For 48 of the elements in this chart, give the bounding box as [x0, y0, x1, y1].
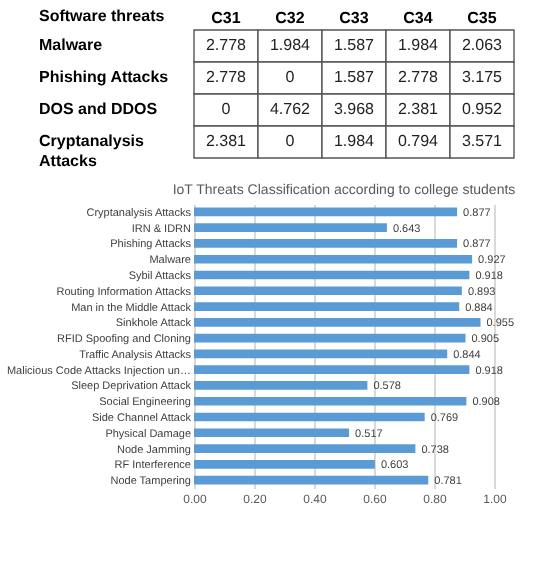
- x-tick-label: C31: [211, 9, 242, 27]
- bar: [194, 270, 470, 280]
- data-label: 0.952: [461, 100, 504, 118]
- data-label: 2.063: [461, 36, 504, 54]
- x-tick-label: C32: [275, 9, 306, 27]
- data-label: 0.794: [397, 132, 440, 150]
- data-label: 0: [221, 100, 232, 118]
- bar: [194, 207, 458, 217]
- x-tick-label: C33: [339, 9, 370, 27]
- x-tick-label: C35: [467, 9, 498, 27]
- y-tick-label: Malware: [39, 36, 104, 54]
- data-label: 2.381: [397, 100, 440, 118]
- data-label: 3.968: [333, 100, 376, 118]
- data-label: 1.984: [269, 36, 312, 54]
- data-label: 2.778: [397, 68, 440, 86]
- bar: [194, 349, 448, 359]
- y-tick-label: Phishing Attacks: [39, 68, 170, 86]
- data-label: 2.778: [205, 68, 248, 86]
- bar: [194, 302, 460, 311]
- bar: [194, 412, 425, 422]
- x-tick-label: C34: [403, 9, 434, 27]
- bar: [194, 459, 375, 469]
- bar: [194, 428, 350, 438]
- data-label: 1.984: [333, 132, 376, 150]
- data-label: 3.571: [461, 132, 504, 150]
- bar: [194, 333, 466, 343]
- bar: [194, 396, 467, 406]
- data-label: 2.778: [205, 36, 248, 54]
- bar: [194, 444, 416, 453]
- y-tick-label: Cryptanalysis Attacks: [39, 132, 146, 170]
- bar: [194, 223, 387, 233]
- data-label: 1.984: [397, 36, 440, 54]
- bar: [194, 365, 470, 375]
- bar: [194, 254, 473, 264]
- y-axis-title: Software threats: [39, 7, 166, 25]
- data-label: 0: [285, 68, 296, 86]
- bar: [194, 475, 429, 485]
- data-label: 0: [285, 132, 296, 150]
- bar: [194, 317, 481, 327]
- bar: [194, 381, 368, 390]
- bar: [194, 286, 462, 296]
- data-label: 3.175: [461, 68, 504, 86]
- data-label: 1.587: [333, 36, 376, 54]
- data-label: 2.381: [205, 132, 248, 150]
- data-label: 4.762: [269, 100, 312, 118]
- data-label: 1.587: [333, 68, 376, 86]
- y-tick-label: DOS and DDOS: [39, 100, 159, 118]
- bar: [194, 239, 458, 248]
